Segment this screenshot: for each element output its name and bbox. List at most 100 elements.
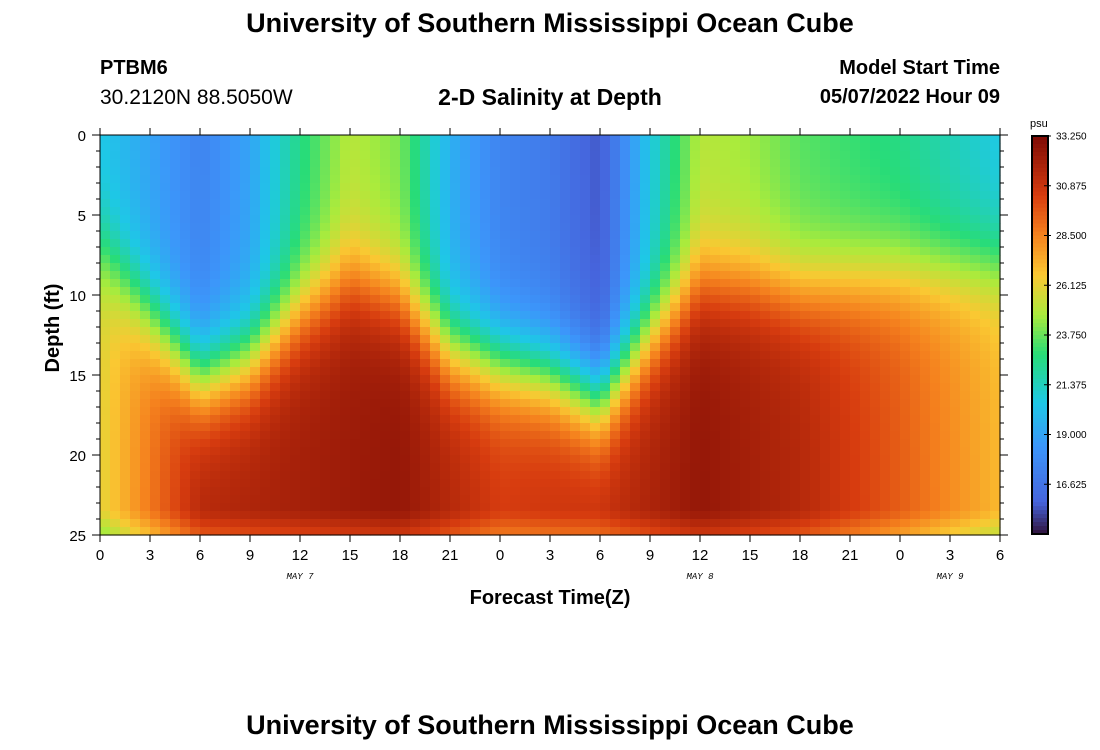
heatmap-cell <box>130 223 141 232</box>
heatmap-cell <box>910 479 921 488</box>
heatmap-cell <box>900 399 911 408</box>
heatmap-cell <box>600 183 611 192</box>
heatmap-cell <box>120 335 131 344</box>
heatmap-cell <box>150 471 161 480</box>
heatmap-cell <box>120 215 131 224</box>
heatmap-cell <box>500 231 511 240</box>
heatmap-cell <box>820 455 831 464</box>
heatmap-cell <box>260 271 271 280</box>
heatmap-cell <box>750 383 761 392</box>
heatmap-cell <box>500 223 511 232</box>
heatmap-cell <box>470 143 481 152</box>
heatmap-cell <box>630 231 641 240</box>
heatmap-cell <box>350 375 361 384</box>
heatmap-cell <box>760 519 771 528</box>
heatmap-cell <box>680 447 691 456</box>
heatmap-cell <box>840 455 851 464</box>
heatmap-cell <box>920 487 931 496</box>
heatmap-cell <box>950 231 961 240</box>
heatmap-cell <box>760 447 771 456</box>
heatmap-cell <box>540 335 551 344</box>
heatmap-cell <box>460 151 471 160</box>
heatmap-cell <box>880 447 891 456</box>
heatmap-cell <box>540 367 551 376</box>
heatmap-cell <box>450 375 461 384</box>
heatmap-cell <box>540 471 551 480</box>
heatmap-cell <box>610 207 621 216</box>
heatmap-cell <box>810 247 821 256</box>
heatmap-cell <box>610 479 621 488</box>
heatmap-cell <box>390 271 401 280</box>
heatmap-cell <box>270 375 281 384</box>
heatmap-cell <box>580 511 591 520</box>
heatmap-cell <box>750 183 761 192</box>
heatmap-cell <box>420 455 431 464</box>
heatmap-cell <box>650 527 661 536</box>
heatmap-cell <box>640 343 651 352</box>
heatmap-cell <box>830 223 841 232</box>
heatmap-cell <box>950 279 961 288</box>
heatmap-cell <box>150 439 161 448</box>
heatmap-cell <box>270 367 281 376</box>
heatmap-cell <box>490 159 501 168</box>
heatmap-cell <box>240 519 251 528</box>
heatmap-cell <box>820 287 831 296</box>
heatmap-cell <box>160 463 171 472</box>
heatmap-cell <box>410 207 421 216</box>
heatmap-cell <box>280 239 291 248</box>
heatmap-cell <box>190 391 201 400</box>
colorbar-segment <box>1032 394 1048 400</box>
colorbar-tick-label: 16.625 <box>1056 480 1087 491</box>
heatmap-cell <box>640 199 651 208</box>
heatmap-cell <box>130 375 141 384</box>
heatmap-cell <box>370 415 381 424</box>
heatmap-cell <box>150 407 161 416</box>
heatmap-cell <box>730 247 741 256</box>
heatmap-cell <box>570 263 581 272</box>
heatmap-cell <box>710 311 721 320</box>
heatmap-cell <box>300 359 311 368</box>
colorbar-segment <box>1032 378 1048 384</box>
heatmap-cell <box>250 175 261 184</box>
heatmap-cell <box>100 407 111 416</box>
heatmap-cell <box>230 431 241 440</box>
heatmap-cell <box>200 215 211 224</box>
heatmap-cell <box>950 327 961 336</box>
heatmap-cell <box>950 319 961 328</box>
heatmap-cell <box>620 455 631 464</box>
heatmap-cell <box>740 175 751 184</box>
heatmap-cell <box>510 151 521 160</box>
heatmap-cell <box>430 151 441 160</box>
heatmap-cell <box>220 503 231 512</box>
heatmap-cell <box>980 367 991 376</box>
heatmap-cell <box>270 383 281 392</box>
heatmap-cell <box>650 231 661 240</box>
heatmap-cell <box>200 415 211 424</box>
heatmap-cell <box>990 431 1001 440</box>
heatmap-cell <box>580 471 591 480</box>
heatmap-cell <box>360 391 371 400</box>
heatmap-cell <box>760 271 771 280</box>
heatmap-cell <box>850 391 861 400</box>
heatmap-cell <box>160 503 171 512</box>
heatmap-cell <box>850 463 861 472</box>
heatmap-cell <box>270 135 281 144</box>
heatmap-cell <box>660 487 671 496</box>
heatmap-cell <box>360 375 371 384</box>
heatmap-cell <box>280 495 291 504</box>
heatmap-cell <box>910 399 921 408</box>
heatmap-cell <box>160 207 171 216</box>
heatmap-cell <box>920 255 931 264</box>
heatmap-cell <box>400 247 411 256</box>
heatmap-cell <box>320 255 331 264</box>
heatmap-cell <box>220 303 231 312</box>
heatmap-cell <box>190 367 201 376</box>
heatmap-cell <box>580 239 591 248</box>
heatmap-cell <box>900 175 911 184</box>
heatmap-cell <box>730 143 741 152</box>
heatmap-cell <box>140 511 151 520</box>
heatmap-cell <box>560 263 571 272</box>
heatmap-cell <box>650 383 661 392</box>
heatmap-cell <box>820 375 831 384</box>
heatmap-cell <box>630 463 641 472</box>
